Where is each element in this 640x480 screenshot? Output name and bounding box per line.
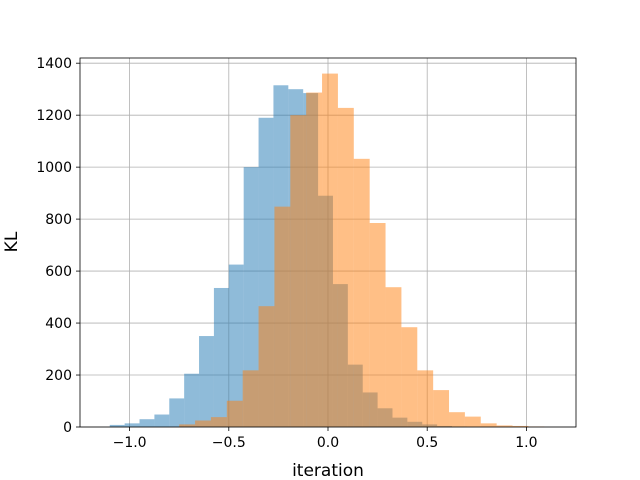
histogram-bar-series-2 (274, 206, 291, 427)
histogram-bar-series-2 (290, 115, 307, 428)
histogram-bar-series-2 (242, 370, 259, 427)
y-tick-label: 600 (45, 264, 72, 280)
y-tick-label: 1400 (36, 56, 72, 72)
y-tick-label: 1000 (36, 160, 72, 176)
histogram-bar-series-2 (385, 287, 402, 427)
histogram-bar-series-1 (199, 336, 214, 427)
histogram-bar-series-2 (512, 425, 529, 427)
histogram-bar-series-2 (433, 390, 450, 427)
histogram-bar-series-1 (169, 398, 185, 427)
histogram-bar-series-2 (417, 370, 434, 427)
histogram-bar-series-2 (337, 107, 354, 428)
histogram-bar-series-2 (306, 92, 323, 427)
y-tick-label: 0 (63, 420, 72, 436)
histogram-bar-series-1 (124, 423, 140, 427)
x-axis-title: iteration (292, 461, 364, 480)
histogram-bar-series-2 (210, 417, 227, 427)
x-tick-label: −1.0 (113, 435, 147, 451)
y-tick-label: 1200 (36, 108, 72, 124)
histogram-bar-series-2 (480, 423, 497, 427)
histogram-bar-series-2 (369, 223, 386, 427)
y-tick-label: 200 (45, 368, 72, 384)
histogram-bar-series-2 (322, 73, 338, 427)
histogram-bar-series-1 (213, 287, 229, 427)
histogram-bar-series-1 (109, 424, 125, 427)
y-axis-title: KL (2, 231, 22, 252)
histogram-bar-series-1 (139, 419, 155, 427)
histogram-bar-series-1 (184, 373, 200, 427)
histogram-bar-series-2 (401, 327, 418, 427)
histogram-bar-series-1 (228, 264, 244, 427)
x-tick-label: 0.5 (416, 435, 438, 451)
x-tick-label: 0.0 (317, 435, 339, 451)
histogram-bar-series-1 (154, 414, 170, 427)
axis-ticks: −1.0 −0.5 0.0 0.5 1.0 0 200 400 600 800 1000 1200 14… (36, 56, 537, 451)
histogram-bar-series-2 (496, 425, 513, 427)
histogram-bar-series-2 (195, 420, 211, 427)
histogram-bar-series-2 (449, 412, 465, 427)
histogram-bar-series-2 (258, 306, 275, 427)
histogram-bars (109, 73, 545, 428)
histogram-bar-series-1 (243, 167, 259, 427)
y-tick-label: 400 (45, 316, 72, 332)
x-tick-label: 1.0 (515, 435, 537, 451)
histogram-bar-series-2 (226, 400, 243, 427)
histogram-bar-series-2 (353, 158, 370, 427)
histogram-bar-series-2 (179, 424, 196, 427)
y-tick-label: 800 (45, 212, 72, 228)
histogram-bar-series-2 (464, 416, 481, 427)
x-tick-label: −0.5 (212, 435, 246, 451)
